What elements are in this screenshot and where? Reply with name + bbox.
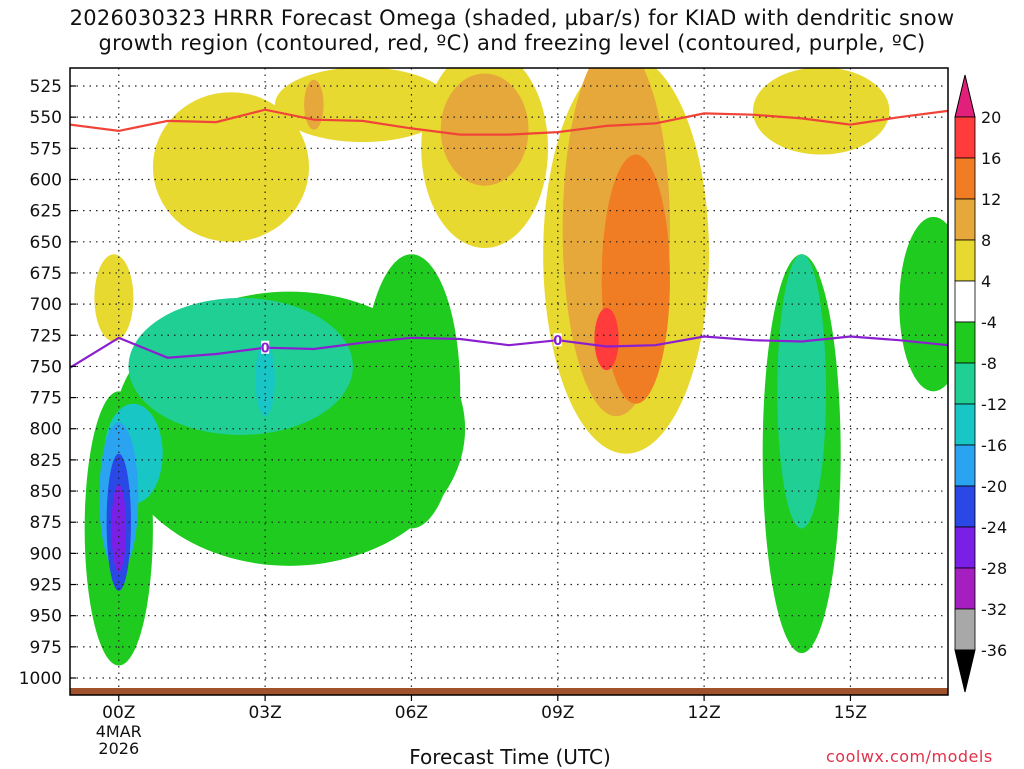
colorbar-bin	[954, 198, 976, 241]
x-axis-label: Forecast Time (UTC)	[409, 745, 611, 769]
omega-region	[777, 254, 827, 529]
colorbar-label: -20	[981, 477, 1007, 496]
y-tick-label: 925	[30, 576, 62, 596]
y-tick-label: 850	[30, 482, 62, 502]
plot-frame	[69, 67, 949, 696]
y-tick-label: 975	[30, 638, 62, 658]
y-tick-label: 775	[30, 389, 62, 409]
omega-region	[601, 154, 670, 404]
omega-region	[594, 307, 619, 371]
omega-region	[128, 297, 353, 435]
ground-strip	[70, 688, 948, 695]
omega-region	[94, 254, 134, 342]
omega-region	[255, 341, 275, 417]
x-tick-label: 12Z	[687, 703, 720, 723]
omega-region	[152, 92, 310, 242]
omega-region	[440, 73, 529, 186]
y-tick-label: 875	[30, 513, 62, 533]
colorbar-bin	[954, 321, 976, 364]
colorbar-label: -28	[981, 559, 1007, 578]
y-tick-label: 650	[30, 233, 62, 253]
y-tick-label: 950	[30, 607, 62, 627]
colorbar-label: 8	[981, 231, 991, 250]
dendritic-snow-contour	[70, 108, 948, 136]
colorbar-label: -24	[981, 518, 1007, 537]
omega-region	[304, 79, 324, 130]
colorbar-bin	[954, 485, 976, 528]
colorbar-bin	[954, 526, 976, 569]
colorbar-label: 12	[981, 190, 1001, 209]
colorbar-under-arrow	[954, 649, 976, 693]
y-tick-label: 900	[30, 544, 62, 564]
colorbar-bin	[954, 444, 976, 487]
x-date-label: 4MAR	[96, 722, 142, 741]
chart-title-line2: growth region (contoured, red, ºC) and f…	[98, 31, 926, 55]
colorbar-bin	[954, 362, 976, 405]
omega-region	[752, 68, 890, 155]
x-tick-label: 03Z	[248, 703, 281, 723]
y-tick-label: 700	[30, 295, 62, 315]
colorbar-bin	[954, 116, 976, 159]
colorbar-bin	[954, 608, 976, 651]
colorbar-label: 4	[981, 272, 991, 291]
colorbar-bin	[954, 403, 976, 446]
omega-region	[111, 484, 127, 573]
colorbar-bin	[954, 157, 976, 200]
colorbar-bin	[954, 280, 976, 323]
colorbar-bin	[954, 567, 976, 610]
y-tick-label: 675	[30, 264, 62, 284]
x-date-label: 2026	[98, 739, 139, 758]
colorbar-label: -36	[981, 641, 1007, 660]
y-tick-label: 525	[30, 77, 62, 97]
y-tick-label: 750	[30, 357, 62, 377]
colorbar-label: -8	[981, 354, 997, 373]
omega-region	[899, 216, 948, 392]
colorbar-bin	[954, 239, 976, 282]
x-tick-label: 00Z	[102, 703, 135, 723]
x-tick-label: 15Z	[834, 703, 867, 723]
site-credit: coolwx.com/models	[826, 747, 993, 766]
y-tick-label: 600	[30, 170, 62, 190]
omega-shaded-regions	[84, 68, 948, 666]
y-tick-label: 575	[30, 139, 62, 159]
contour-label-bg	[261, 340, 270, 354]
omega-region	[362, 254, 461, 529]
freezing-level-contour	[70, 335, 948, 369]
colorbar: 20 16 12 8 4 -4 -8 -12 -16 -20 -24 -28 -32 -36	[954, 74, 1007, 693]
colorbar-label: 20	[981, 108, 1001, 127]
y-tick-label: 550	[30, 108, 62, 128]
colorbar-over-arrow	[954, 74, 976, 118]
y-tick-label: 625	[30, 202, 62, 222]
colorbar-label: -12	[981, 395, 1007, 414]
colorbar-label: 16	[981, 149, 1001, 168]
colorbar-label: -32	[981, 600, 1007, 619]
chart-title-line1: 2026030323 HRRR Forecast Omega (shaded, …	[69, 6, 955, 30]
x-tick-label: 09Z	[541, 703, 574, 723]
contour-label-bg	[553, 333, 562, 347]
grid-lines	[70, 68, 948, 695]
x-tick-label: 06Z	[395, 703, 428, 723]
contour-label: 0	[261, 342, 270, 357]
y-tick-label: 725	[30, 326, 62, 346]
y-tick-label: 1000	[19, 669, 62, 689]
y-tick-label: 800	[30, 420, 62, 440]
colorbar-label: -16	[981, 436, 1007, 455]
chart-title: 2026030323 HRRR Forecast Omega (shaded, …	[0, 6, 1024, 56]
contour-label: 0	[553, 334, 562, 349]
axes: 525 550 575 600 625 650 675 700 725 750 775 800 825 8…	[19, 67, 949, 758]
y-tick-label: 825	[30, 451, 62, 471]
colorbar-label: -4	[981, 313, 997, 332]
